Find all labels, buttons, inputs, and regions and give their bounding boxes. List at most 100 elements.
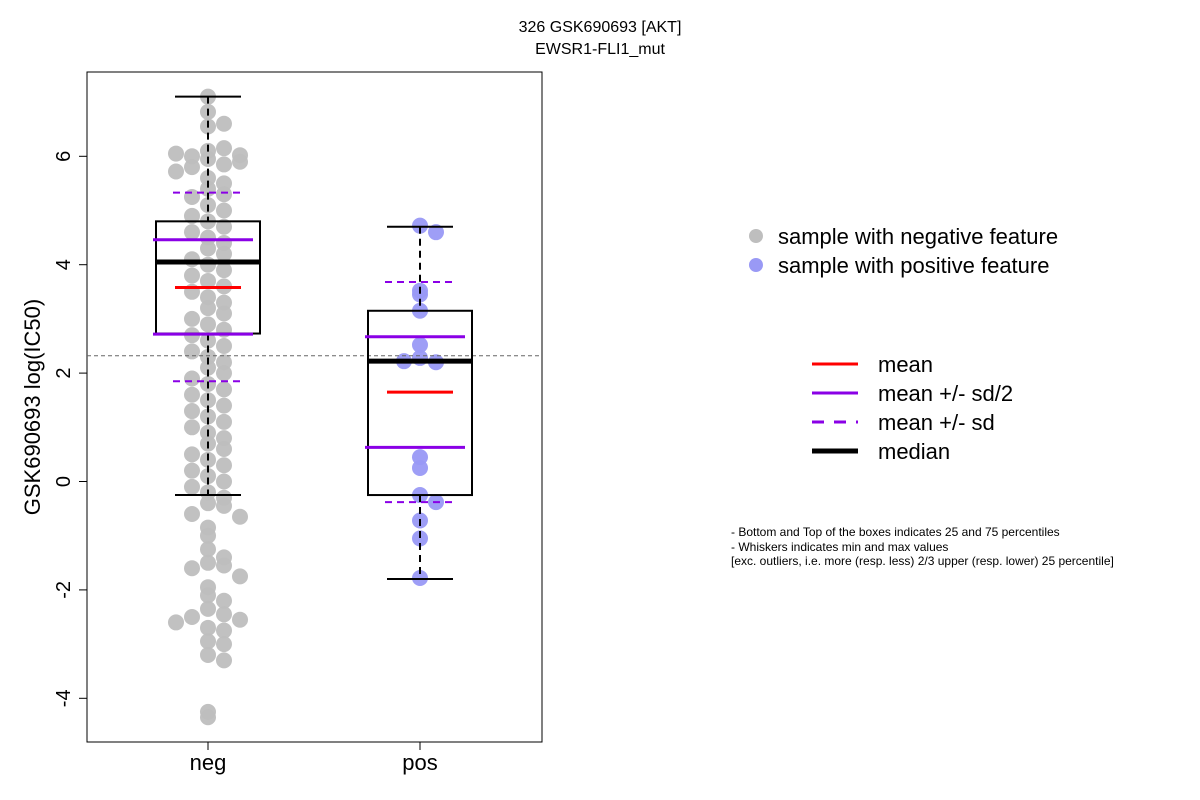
data-point xyxy=(232,153,248,170)
data-point xyxy=(184,267,200,284)
data-point xyxy=(232,568,248,585)
data-point xyxy=(200,600,216,617)
y-tick-label: 4 xyxy=(53,259,75,270)
legend-line-label: median xyxy=(878,439,950,464)
data-point xyxy=(216,473,232,490)
data-point xyxy=(200,633,216,650)
data-point xyxy=(200,408,216,425)
plot-frame xyxy=(86,71,543,743)
data-point xyxy=(216,338,232,354)
legend-point-label: sample with positive feature xyxy=(778,253,1049,278)
data-point xyxy=(184,446,200,463)
data-point xyxy=(216,202,232,219)
y-tick-label: 6 xyxy=(53,151,75,162)
data-point xyxy=(412,336,428,353)
data-point xyxy=(184,506,200,523)
data-point xyxy=(184,207,200,224)
data-point xyxy=(412,217,428,234)
y-tick-label: 2 xyxy=(53,368,75,379)
data-point xyxy=(200,646,216,663)
data-point xyxy=(216,622,232,639)
data-point xyxy=(216,140,232,157)
y-tick-label: -4 xyxy=(53,689,75,707)
data-point xyxy=(200,468,216,485)
data-point xyxy=(216,652,232,669)
legend-line-label: mean +/- sd xyxy=(878,410,995,435)
legend-line-label: mean xyxy=(878,352,933,377)
data-point xyxy=(412,569,428,586)
chart-title: 326 GSK690693 [AKT] xyxy=(518,19,682,36)
data-point xyxy=(200,709,216,726)
data-point xyxy=(200,272,216,289)
data-point xyxy=(184,251,200,268)
y-tick-label: 0 xyxy=(53,476,75,487)
points-pos xyxy=(396,217,444,586)
data-point xyxy=(184,159,200,176)
data-point xyxy=(184,560,200,577)
data-point xyxy=(200,300,216,317)
data-point xyxy=(184,224,200,241)
data-point xyxy=(200,554,216,571)
data-point xyxy=(216,497,232,514)
data-point xyxy=(200,541,216,558)
data-point xyxy=(184,343,200,360)
data-point xyxy=(184,386,200,403)
data-point xyxy=(216,557,232,574)
data-point xyxy=(412,286,428,303)
data-point xyxy=(216,636,232,653)
data-point xyxy=(216,397,232,414)
data-point xyxy=(216,413,232,430)
data-point xyxy=(216,606,232,623)
data-point xyxy=(216,457,232,474)
data-point xyxy=(216,365,232,382)
data-point xyxy=(428,224,444,241)
data-point xyxy=(168,163,184,180)
chart-subtitle: EWSR1-FLI1_mut xyxy=(535,41,665,58)
data-point xyxy=(184,403,200,420)
data-point xyxy=(412,459,428,476)
data-point xyxy=(216,186,232,203)
data-point xyxy=(200,256,216,273)
data-point xyxy=(200,316,216,333)
data-point xyxy=(412,530,428,547)
iqr-box xyxy=(367,309,473,497)
data-point xyxy=(232,508,248,525)
data-point xyxy=(200,495,216,512)
chart-notes: - Bottom and Top of the boxes indicates … xyxy=(731,525,1114,569)
y-axis-label: GSK690693 log(IC50) xyxy=(20,299,45,515)
legend-point-marker xyxy=(749,258,763,272)
note-line: - Whiskers indicates min and max values xyxy=(731,539,949,554)
data-point xyxy=(200,619,216,636)
data-point xyxy=(184,609,200,625)
data-point xyxy=(184,310,200,327)
legend-line-label: mean +/- sd/2 xyxy=(878,381,1013,406)
x-tick-label: neg xyxy=(190,750,227,775)
note-line: [exc. outliers, i.e. more (resp. less) 2… xyxy=(731,554,1114,568)
data-point xyxy=(184,478,200,495)
legend-point-marker xyxy=(749,229,763,243)
data-point xyxy=(216,305,232,322)
data-point xyxy=(216,381,232,398)
data-point xyxy=(216,440,232,457)
data-point xyxy=(168,614,184,631)
data-point xyxy=(216,592,232,609)
data-point xyxy=(216,115,232,132)
data-point xyxy=(184,370,200,387)
data-point xyxy=(200,587,216,604)
data-point xyxy=(216,262,232,279)
data-point xyxy=(232,611,248,628)
data-point xyxy=(216,156,232,173)
y-tick-label: -2 xyxy=(53,581,75,599)
x-tick-label: pos xyxy=(402,750,437,775)
data-point xyxy=(168,145,184,162)
legend-point-label: sample with negative feature xyxy=(778,224,1058,249)
data-point xyxy=(216,245,232,262)
data-point xyxy=(184,419,200,436)
note-line: - Bottom and Top of the boxes indicates … xyxy=(731,525,1060,539)
points-neg xyxy=(168,88,248,726)
data-point xyxy=(200,332,216,349)
data-point xyxy=(200,527,216,544)
data-point xyxy=(184,462,200,479)
data-point xyxy=(200,359,216,376)
